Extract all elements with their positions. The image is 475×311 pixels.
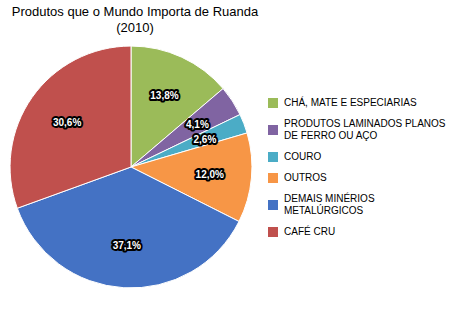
html-text:DEMAIS MINÉRIOS METALÚRGICOS: DEMAIS MINÉRIOS METALÚRGICOS (284, 192, 375, 216)
svg-text:13,8%: 13,8% (150, 90, 178, 101)
html-text:PRODUTOS LAMINADOS PLANOS DE F: PRODUTOS LAMINADOS PLANOS DE FERRO OU AÇ… (284, 117, 446, 141)
html-text:CAFÉ CRU: CAFÉ CRU (284, 225, 336, 237)
html-text:Produtos que o Mundo Importa d: Produtos que o Mundo Importa de Ruanda (… (11, 4, 259, 35)
svg-text:12,0%: 12,0% (196, 169, 224, 180)
html-text:OUTROS: OUTROS (284, 171, 327, 183)
svg-text:2,6%: 2,6% (193, 134, 216, 145)
svg-text:30,6%: 30,6% (53, 117, 81, 128)
svg-text:37,1%: 37,1% (113, 240, 141, 251)
svg-text:4,1%: 4,1% (186, 119, 209, 130)
html-text:CHÁ, MATE E ESPECIARIAS: CHÁ, MATE E ESPECIARIAS (284, 96, 417, 108)
html-text:COURO: COURO (284, 150, 322, 162)
